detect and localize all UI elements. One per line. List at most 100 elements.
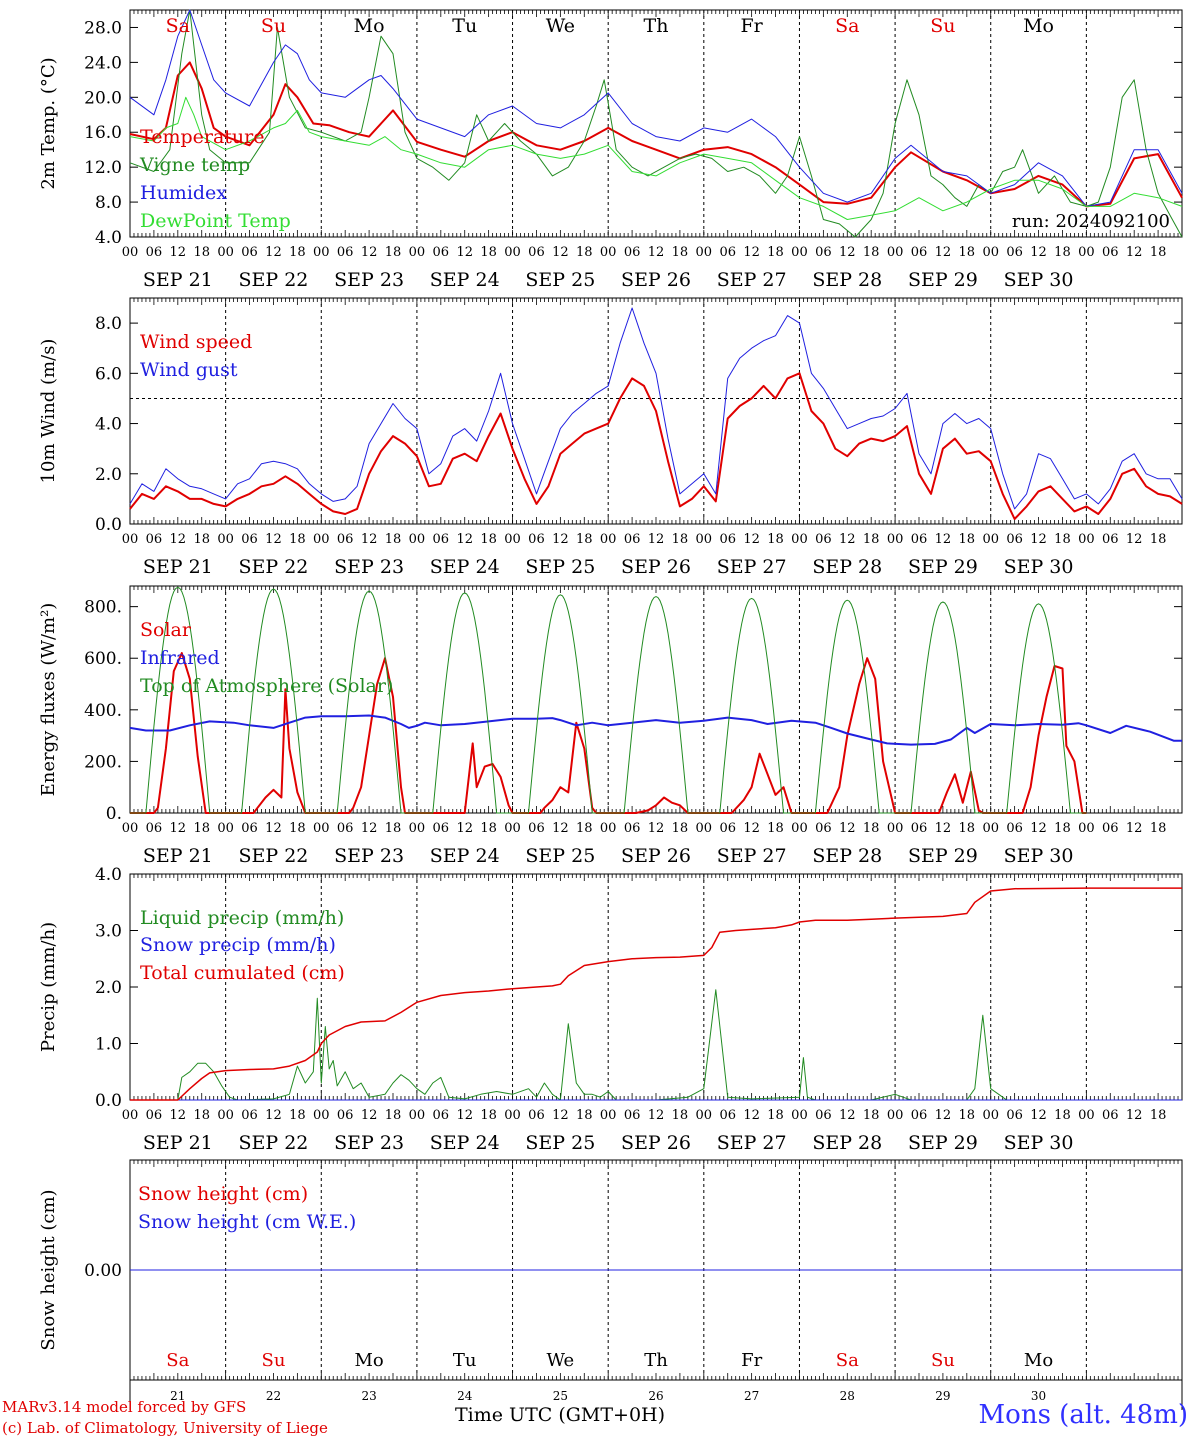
hour-label: 06	[815, 245, 832, 260]
date-label: SEP 27	[717, 1132, 787, 1154]
y-tick-label: 8.0	[95, 193, 122, 213]
date-label: SEP 24	[430, 1132, 500, 1154]
y-tick-label: 600.	[84, 649, 122, 669]
hour-label: 18	[959, 532, 976, 547]
hour-label: 06	[337, 532, 354, 547]
hour-label: 18	[863, 245, 880, 260]
weekday-label: Tu	[452, 15, 477, 37]
y-tick-label: 0.	[106, 804, 122, 824]
hour-label: 06	[241, 821, 258, 836]
hour-label: 18	[1054, 532, 1071, 547]
hour-label: 00	[982, 245, 999, 260]
hour-label: 18	[863, 532, 880, 547]
hour-label: 00	[696, 245, 713, 260]
y-tick-label: 800.	[84, 598, 122, 618]
hour-label: 18	[480, 821, 497, 836]
hour-label: 00	[600, 1108, 617, 1123]
hour-label: 06	[433, 1108, 450, 1123]
panel-5	[129, 1159, 1183, 1410]
hour-label: 12	[648, 245, 665, 260]
weekday-label: Sa	[835, 15, 859, 37]
date-label: SEP 26	[621, 845, 691, 867]
hour-label: 06	[1006, 532, 1023, 547]
series-line	[129, 307, 1183, 510]
hour-label: 12	[1126, 1108, 1143, 1123]
date-label: SEP 22	[239, 269, 309, 291]
hour-label: 06	[528, 245, 545, 260]
hour-label: 18	[480, 1108, 497, 1123]
y-tick-label: 20.0	[84, 88, 122, 108]
hour-label: 06	[337, 245, 354, 260]
hour-label: 12	[648, 821, 665, 836]
date-label: SEP 22	[239, 845, 309, 867]
hour-label: 00	[313, 245, 330, 260]
date-label: SEP 26	[621, 269, 691, 291]
date-label: SEP 26	[621, 556, 691, 578]
hour-label: 18	[672, 532, 689, 547]
hour-label: 18	[289, 1108, 306, 1123]
hour-label: 06	[433, 532, 450, 547]
date-label: SEP 30	[1004, 845, 1074, 867]
day-number: 25	[553, 1389, 568, 1403]
date-label: SEP 27	[717, 845, 787, 867]
hour-label: 06	[433, 821, 450, 836]
hour-label: 12	[456, 821, 473, 836]
date-label: SEP 29	[908, 845, 978, 867]
hour-label: 18	[193, 821, 210, 836]
date-label: SEP 23	[334, 845, 404, 867]
weekday-label: Fr	[741, 15, 764, 37]
hour-label: 06	[911, 245, 928, 260]
date-label: SEP 26	[621, 1132, 691, 1154]
hour-label: 12	[1126, 245, 1143, 260]
series-line	[129, 372, 1183, 520]
y-tick-label: 28.0	[84, 18, 122, 38]
site-name: Mons (alt. 48m)	[978, 1400, 1188, 1430]
y-axis-label: Snow height (cm)	[38, 1189, 59, 1350]
hour-label: 18	[1150, 245, 1167, 260]
hour-label: 12	[552, 532, 569, 547]
y-tick-label: 12.0	[84, 158, 122, 178]
date-label: SEP 30	[1004, 269, 1074, 291]
hour-label: 18	[767, 1108, 784, 1123]
hour-label: 12	[265, 245, 282, 260]
hour-label: 18	[480, 245, 497, 260]
hour-label: 06	[1006, 245, 1023, 260]
hour-label: 12	[170, 821, 187, 836]
day-number: 29	[935, 1389, 950, 1403]
hour-label: 18	[1150, 821, 1167, 836]
y-tick-label: 4.0	[95, 865, 122, 885]
hour-label: 00	[887, 532, 904, 547]
y-tick-label: 400.	[84, 701, 122, 721]
series-line	[129, 714, 1182, 746]
hour-label: 12	[170, 245, 187, 260]
date-label: SEP 25	[525, 1132, 595, 1154]
hour-label: 18	[576, 245, 593, 260]
hour-label: 18	[385, 245, 402, 260]
hour-label: 12	[361, 1108, 378, 1123]
date-label: SEP 27	[717, 556, 787, 578]
hour-label: 06	[241, 532, 258, 547]
date-label: SEP 27	[717, 269, 787, 291]
y-axis-label: Energy fluxes (W/m²)	[38, 603, 59, 797]
legend-entry: Humidex	[140, 182, 227, 204]
series-line	[129, 9, 1183, 238]
day-number: 23	[361, 1389, 376, 1403]
hour-label: 18	[576, 532, 593, 547]
hour-label: 00	[696, 821, 713, 836]
hour-label: 06	[146, 245, 163, 260]
day-number: 21	[170, 1389, 185, 1403]
hour-label: 18	[576, 1108, 593, 1123]
panel-3	[129, 585, 1183, 814]
y-axis-label: 10m Wind (m/s)	[38, 339, 59, 484]
hour-label: 00	[122, 245, 139, 260]
hour-label: 00	[791, 821, 808, 836]
date-label: SEP 24	[430, 269, 500, 291]
date-label: SEP 23	[334, 1132, 404, 1154]
hour-label: 06	[911, 1108, 928, 1123]
weekday-label: Th	[644, 15, 669, 37]
hour-label: 06	[624, 532, 641, 547]
panel-2	[129, 297, 1183, 525]
hour-label: 12	[265, 1108, 282, 1123]
date-label: SEP 30	[1004, 1132, 1074, 1154]
hour-label: 06	[624, 245, 641, 260]
